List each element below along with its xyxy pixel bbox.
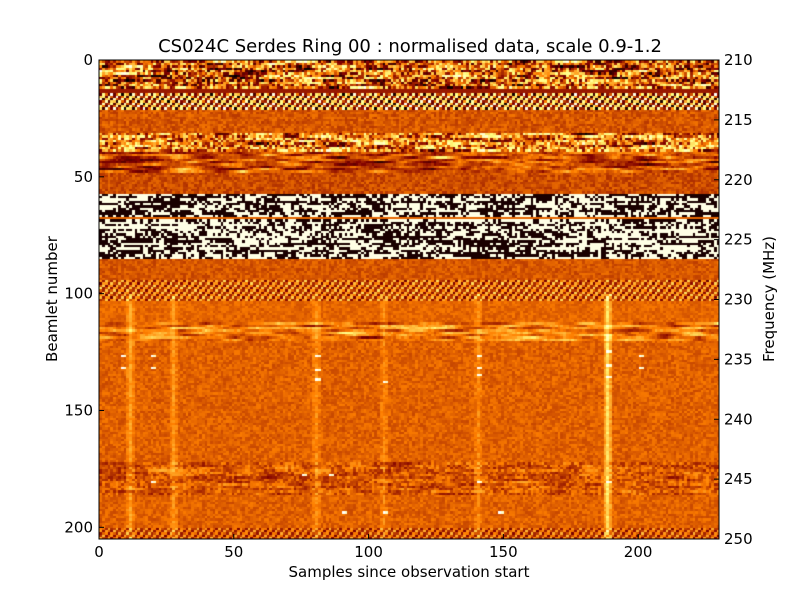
y2-tick-label: 235 [724, 350, 753, 368]
x-tick-label: 150 [489, 543, 518, 561]
y-axis-left: 0 50 100 150 200 [64, 51, 104, 536]
y2-tick-label: 245 [724, 470, 753, 488]
y-axis-right: 210 215 220 225 230 235 240 245 250 [714, 51, 753, 548]
y2-tick-label: 215 [724, 111, 753, 129]
y2-tick-label: 230 [724, 291, 753, 309]
y-tick-label: 0 [83, 51, 93, 69]
x-axis-label: Samples since observation start [289, 563, 530, 581]
x-tick-label: 100 [354, 543, 383, 561]
x-tick-label: 50 [224, 543, 243, 561]
chart-title: CS024C Serdes Ring 00 : normalised data,… [158, 36, 662, 57]
y2-axis-label: Frequency (MHz) [760, 236, 778, 362]
y-tick-label: 100 [64, 285, 93, 303]
y2-tick-label: 240 [724, 410, 753, 428]
y2-tick-label: 220 [724, 171, 753, 189]
heatmap-image [99, 60, 719, 539]
y2-tick-label: 225 [724, 231, 753, 249]
y-axis-label: Beamlet number [43, 235, 61, 362]
y2-tick-label: 250 [724, 530, 753, 548]
y-tick-label: 200 [64, 518, 93, 536]
y2-tick-label: 210 [724, 51, 753, 69]
y-tick-label: 50 [74, 168, 93, 186]
x-axis: 0 50 100 150 200 [94, 534, 652, 561]
x-tick-label: 200 [624, 543, 653, 561]
x-tick-label: 0 [94, 543, 104, 561]
y-tick-label: 150 [64, 401, 93, 419]
